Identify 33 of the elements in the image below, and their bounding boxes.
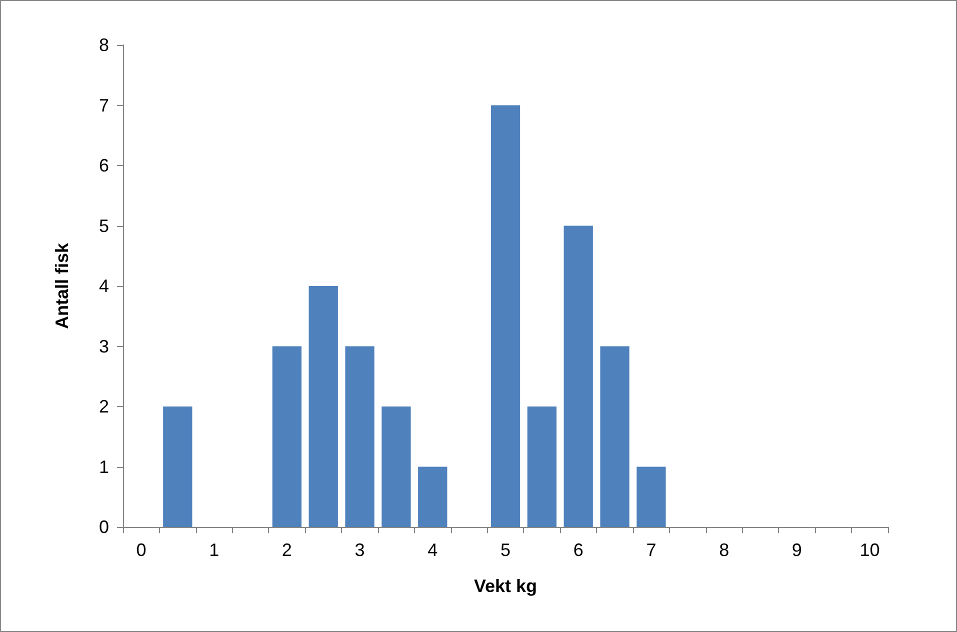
x-tick-label: 1 xyxy=(209,540,220,560)
bar xyxy=(600,346,630,527)
y-tick-label: 6 xyxy=(98,156,109,176)
y-tick-label: 2 xyxy=(98,396,109,416)
bar xyxy=(527,406,556,527)
y-tick-label: 1 xyxy=(98,456,109,477)
x-tick-label: 3 xyxy=(354,540,365,560)
y-tick-label: 8 xyxy=(98,35,109,55)
bar xyxy=(564,226,593,527)
y-tick-label: 3 xyxy=(98,336,109,356)
y-axis-title: Antall fisk xyxy=(52,242,72,330)
x-tick-label: 6 xyxy=(573,540,584,560)
x-tick-label: 7 xyxy=(646,540,656,560)
x-tick-label: 2 xyxy=(282,540,292,560)
y-tick-label: 5 xyxy=(98,216,109,236)
bar xyxy=(418,466,448,527)
x-tick-label: 0 xyxy=(136,540,146,560)
bar xyxy=(272,346,302,527)
x-tick-label: 10 xyxy=(860,540,880,560)
y-tick-label: 0 xyxy=(98,517,109,537)
bar xyxy=(163,406,192,527)
x-axis-title: Vekt kg xyxy=(474,576,538,596)
x-tick-label: 4 xyxy=(428,540,438,560)
x-tick-label: 9 xyxy=(792,540,802,560)
bar xyxy=(490,105,520,527)
bar xyxy=(345,346,374,527)
x-tick-label: 5 xyxy=(500,540,511,560)
y-tick-label: 7 xyxy=(98,95,109,116)
x-tick-label: 8 xyxy=(719,540,730,560)
bar xyxy=(636,466,666,527)
bar xyxy=(308,286,338,527)
y-tick-label: 4 xyxy=(98,276,109,296)
bar xyxy=(382,406,411,527)
